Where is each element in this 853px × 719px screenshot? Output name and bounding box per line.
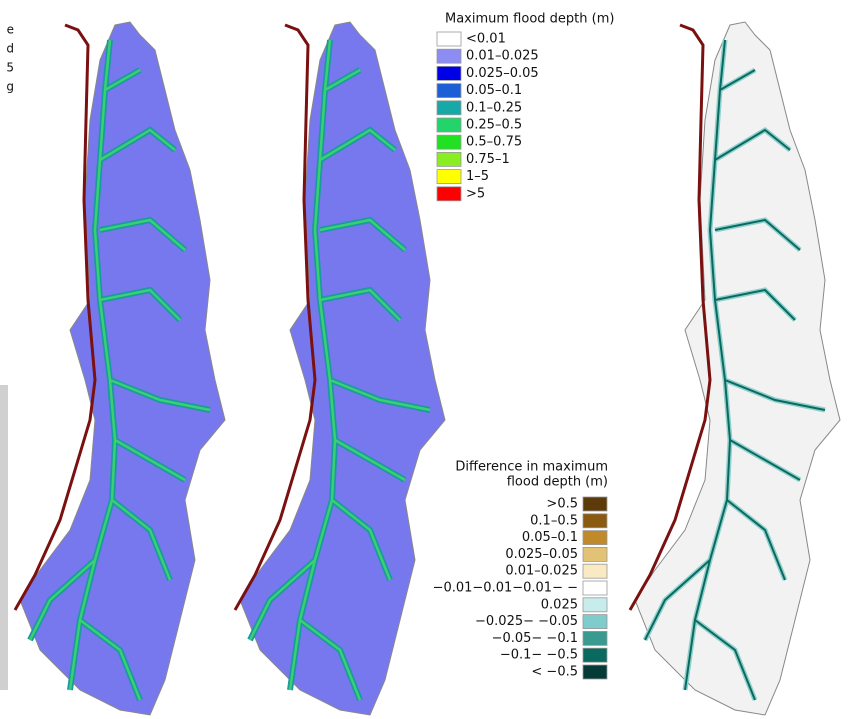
legend-swatch — [583, 648, 607, 662]
legend-label: 1–5 — [466, 169, 489, 184]
edge-fragments: ed 5 g — [6, 23, 14, 94]
legend-label: >5 — [466, 186, 485, 201]
map-baseline — [15, 22, 225, 715]
legend-swatch — [583, 615, 607, 629]
legend-swatch — [583, 665, 607, 679]
edge-fragment: g — [6, 80, 14, 94]
legend-label: 0.1–0.5 — [530, 513, 578, 528]
legend-swatch — [437, 101, 461, 115]
legend-swatch — [583, 564, 607, 578]
map-difference — [630, 22, 840, 715]
legend-swatch — [437, 135, 461, 149]
legend-label: < −0.5 — [531, 665, 578, 680]
edge-fragment: d — [6, 42, 14, 56]
difference-legend-title: flood depth (m) — [507, 475, 608, 490]
legend-swatch — [437, 66, 461, 80]
legend-label: 0.025 — [541, 597, 578, 612]
edge-fragment: e — [7, 23, 14, 37]
legend-label: −0.01−0.01−0.01− − — [433, 581, 578, 596]
legend-swatch — [437, 187, 461, 201]
side-bar — [0, 385, 8, 690]
legend-label: 0.01–0.025 — [466, 49, 539, 64]
legend-label: >0.5 — [546, 497, 578, 512]
legend-label: −0.1− −0.5 — [500, 648, 578, 663]
difference-legend-title: Difference in maximum — [455, 460, 608, 475]
legend-label: 0.5–0.75 — [466, 135, 522, 150]
legend-label: 0.1–0.25 — [466, 100, 522, 115]
figure: ed 5 g Maximum flood depth (m) <0.01 0.01–0… — [0, 0, 853, 719]
legend-label: 0.05–0.1 — [522, 530, 578, 545]
legend-label: 0.25–0.5 — [466, 118, 522, 133]
legend-label: 0.025–0.05 — [466, 66, 539, 81]
legend-swatch — [437, 118, 461, 132]
legend-swatch — [437, 49, 461, 63]
difference-legend: >0.50.1–0.5 0.05–0.1 0.025–0.05 0.01–0.025 −… — [433, 497, 607, 680]
legend-swatch — [583, 497, 607, 511]
legend-swatch — [437, 152, 461, 166]
depth-legend-title: Maximum flood depth (m) — [445, 12, 614, 27]
legend-swatch — [437, 32, 461, 46]
legend-swatch — [583, 581, 607, 595]
edge-fragment: 5 — [6, 61, 14, 75]
legend-swatch — [583, 531, 607, 545]
legend-label: −0.05− −0.1 — [492, 631, 578, 646]
legend-swatch — [437, 84, 461, 98]
legend-label: 0.05–0.1 — [466, 83, 522, 98]
depth-legend: <0.01 0.01–0.025 0.025–0.05 0.05–0.1 0.1–0.2… — [437, 32, 539, 202]
legend-label: −0.025− −0.05 — [475, 614, 578, 629]
legend-swatch — [583, 631, 607, 645]
legend-swatch — [437, 170, 461, 184]
map-scenario — [235, 22, 445, 715]
legend-swatch — [583, 514, 607, 528]
legend-label: 0.025–0.05 — [505, 547, 578, 562]
legend-label: 0.75–1 — [466, 152, 510, 167]
legend-swatch — [583, 547, 607, 561]
legend-swatch — [583, 598, 607, 612]
legend-label: 0.01–0.025 — [505, 564, 578, 579]
legend-label: <0.01 — [466, 32, 506, 47]
